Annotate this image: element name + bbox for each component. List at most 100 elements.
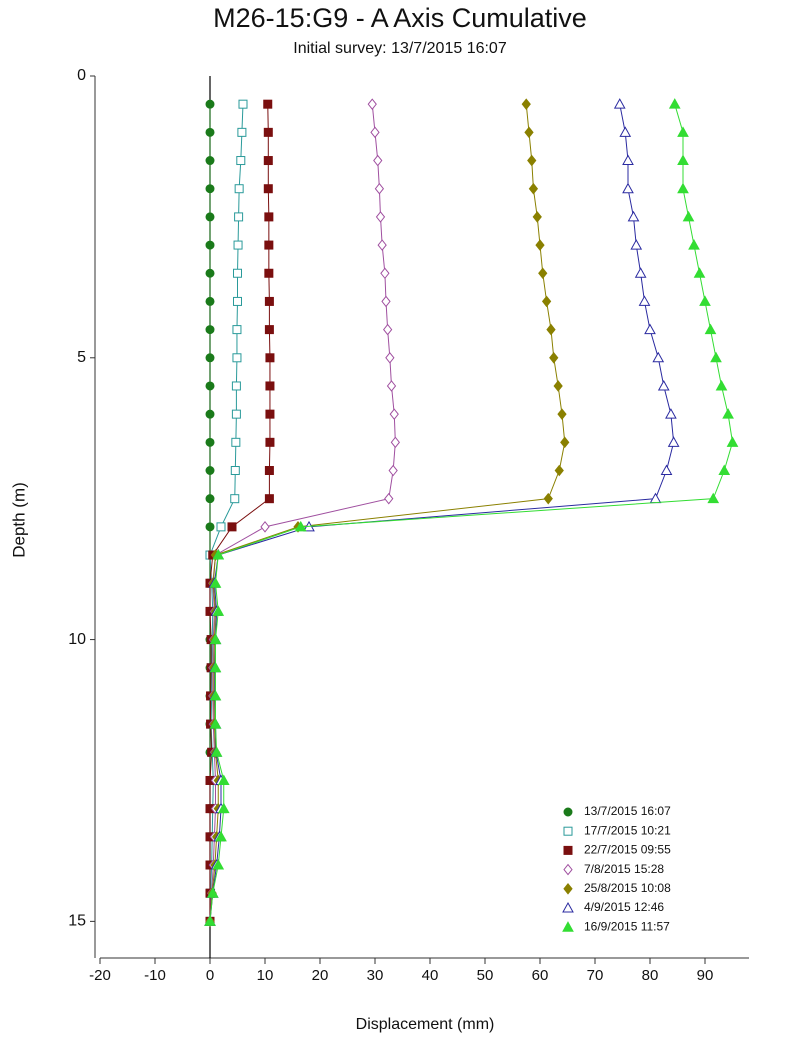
data-point	[668, 98, 681, 109]
legend-marker	[563, 882, 573, 895]
x-tick-label: 10	[257, 967, 274, 984]
data-point	[710, 351, 722, 363]
data-point	[227, 522, 237, 532]
x-tick-label: -20	[89, 967, 111, 984]
data-point	[205, 296, 215, 306]
chart-subtitle: Initial survey: 13/7/2015 16:07	[293, 40, 507, 57]
data-point	[205, 268, 215, 278]
data-point	[630, 239, 643, 250]
data-point	[233, 240, 243, 250]
data-point	[263, 127, 273, 137]
data-point	[230, 494, 240, 504]
data-point	[521, 98, 531, 110]
data-point	[216, 522, 226, 532]
data-point	[374, 182, 385, 195]
data-point	[212, 605, 225, 616]
data-point	[265, 381, 275, 391]
data-point	[367, 98, 377, 110]
data-point	[380, 267, 390, 280]
x-tick-label: 0	[206, 967, 214, 984]
y-tick-label: 10	[68, 631, 86, 648]
data-point	[234, 184, 244, 194]
data-point	[217, 774, 230, 785]
data-point	[715, 379, 728, 391]
data-point	[553, 380, 563, 392]
data-point	[265, 437, 275, 447]
x-axis-label: Displacement (mm)	[356, 1016, 495, 1033]
data-point	[649, 492, 662, 504]
data-point	[546, 323, 556, 336]
x-tick-label: 80	[642, 967, 659, 984]
data-point	[232, 325, 242, 335]
legend-label: 4/9/2015 12:46	[584, 900, 664, 914]
data-point	[726, 436, 739, 447]
data-point	[389, 408, 399, 420]
y-tick-label: 0	[77, 67, 86, 84]
data-point	[209, 577, 222, 588]
legend-label: 13/7/2015 16:07	[584, 804, 671, 818]
chart-title: M26-15:G9 - A Axis Cumulative	[213, 3, 587, 33]
data-point	[385, 351, 395, 364]
data-point	[215, 830, 227, 842]
data-point	[622, 182, 634, 194]
data-point	[212, 549, 225, 560]
data-point	[209, 633, 222, 645]
data-point	[205, 466, 215, 476]
data-point	[528, 182, 539, 195]
legend-marker	[563, 807, 573, 817]
data-point	[205, 437, 215, 447]
legend-label: 22/7/2015 09:55	[584, 843, 671, 857]
data-point	[205, 240, 215, 250]
y-tick-label: 15	[68, 913, 86, 930]
data-point	[532, 211, 542, 223]
data-point	[264, 466, 274, 476]
data-point	[205, 156, 215, 166]
data-point	[704, 323, 717, 335]
data-point	[265, 409, 275, 419]
data-point	[622, 154, 634, 166]
data-point	[205, 99, 215, 109]
data-point	[210, 746, 223, 757]
legend-label: 16/9/2015 11:57	[584, 919, 670, 933]
data-point	[231, 381, 241, 391]
series-line	[209, 104, 675, 922]
data-point	[263, 156, 273, 166]
data-point	[677, 126, 689, 137]
data-point	[212, 858, 225, 870]
data-point	[238, 99, 248, 109]
y-tick-label: 5	[77, 349, 86, 366]
data-point	[231, 437, 241, 447]
data-point	[205, 325, 215, 335]
data-point	[205, 212, 215, 222]
x-tick-label: 40	[422, 967, 439, 984]
series-line	[209, 104, 244, 922]
data-point	[634, 267, 647, 278]
data-point	[236, 156, 246, 166]
data-point	[538, 267, 548, 280]
data-point	[263, 99, 273, 109]
data-point	[386, 380, 397, 392]
data-point	[693, 267, 706, 278]
data-point	[260, 521, 270, 533]
data-point	[682, 210, 695, 222]
data-point	[638, 295, 651, 306]
data-point	[205, 409, 215, 419]
legend-label: 25/8/2015 10:08	[584, 881, 671, 895]
data-point	[644, 323, 656, 335]
data-point	[205, 494, 215, 504]
legend-marker	[563, 826, 573, 836]
data-point	[231, 409, 241, 419]
data-point	[217, 802, 230, 814]
data-point	[688, 239, 700, 250]
x-tick-label: 90	[697, 967, 714, 984]
x-tick-label: -10	[144, 967, 166, 984]
data-point	[264, 325, 274, 335]
data-point	[660, 464, 673, 476]
data-point	[265, 353, 275, 363]
data-point	[619, 126, 632, 137]
x-tick-label: 50	[477, 967, 494, 984]
x-tick-label: 60	[532, 967, 549, 984]
data-point	[390, 436, 400, 449]
data-point	[373, 154, 383, 167]
